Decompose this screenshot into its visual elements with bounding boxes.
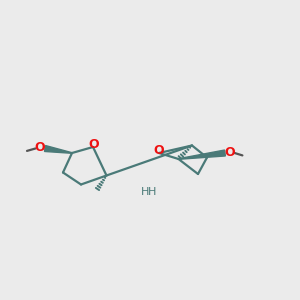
Text: O: O	[225, 146, 236, 159]
Text: H: H	[148, 187, 156, 197]
Text: O: O	[153, 143, 164, 157]
Text: H: H	[141, 187, 149, 197]
Text: O: O	[34, 141, 45, 154]
Text: O: O	[88, 138, 99, 151]
Polygon shape	[178, 150, 225, 159]
Polygon shape	[44, 146, 72, 153]
